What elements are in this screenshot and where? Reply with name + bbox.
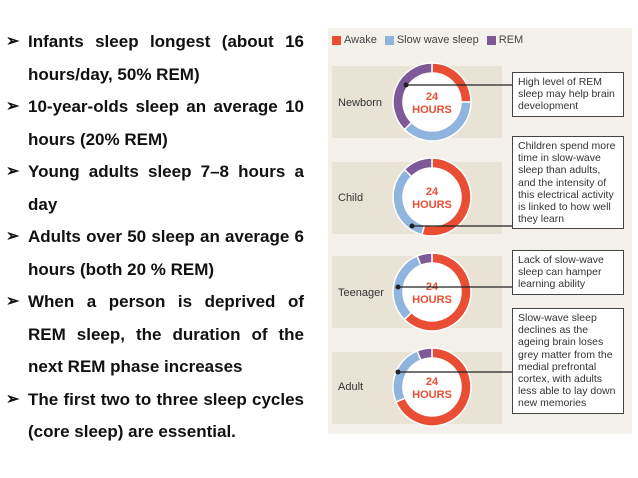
callout-teenager: Lack of slow-wave sleep can hamper learn… [512,250,624,295]
arrow-bullet-icon: ➢ [6,228,20,245]
legend-swatch-awake [332,35,341,45]
callout-child: Children spend more time in slow-wave sl… [512,136,624,230]
donut-center-unit: HOURS [412,199,452,211]
arrow-bullet-icon: ➢ [6,163,20,180]
donut-center-number: 24 [426,186,439,198]
legend-swatch-slow-wave [384,35,394,45]
donut-center-unit: HOURS [412,389,452,401]
donut-center-number: 24 [426,376,439,388]
arrow-bullet-icon: ➢ [6,33,20,50]
legend-item-awake: Awake [332,34,377,46]
bullet-list: ➢ Infants sleep longest (about 16 hours/d… [6,26,304,449]
donut-hole [403,73,461,131]
bullet-item: ➢ The first two to three sleep cycles (co… [6,384,304,449]
row-label-teenager: Teenager [338,287,384,299]
sleep-infographic: Awake Slow wave sleep REM Newborn Child … [328,28,632,434]
arrow-bullet-icon: ➢ [6,293,20,310]
donut-hole [403,263,461,321]
legend-item-rem: REM [486,34,523,46]
bullet-item: ➢ Adults over 50 sleep an average 6 hours… [6,221,304,286]
donut-hole [403,168,461,226]
connector-dot-adult [395,369,401,375]
arrow-bullet-icon: ➢ [6,98,20,115]
callout-newborn: High level of REM sleep may help brain d… [512,72,624,117]
donut-center-number: 24 [426,91,439,103]
legend-swatch-rem [486,35,496,45]
bullet-item: ➢ When a person is deprived of REM sleep,… [6,286,304,384]
bullet-item: ➢ Young adults sleep 7–8 hours a day [6,156,304,221]
connector-dot-teenager [395,284,401,290]
bullet-item: ➢ 10-year-olds sleep an average 10 hours … [6,91,304,156]
arrow-bullet-icon: ➢ [6,390,20,408]
legend: Awake Slow wave sleep REM [328,32,523,48]
callout-adult: Slow-wave sleep declines as the ageing b… [512,308,624,414]
donut-center-unit: HOURS [412,104,452,116]
row-label-newborn: Newborn [338,97,383,109]
connector-dot-newborn [403,82,409,88]
connector-dot-child [409,223,415,229]
row-label-child: Child [338,192,364,204]
row-label-adult: Adult [338,381,364,393]
bullet-item: ➢ Infants sleep longest (about 16 hours/d… [6,26,304,91]
legend-item-slow-wave: Slow wave sleep [384,34,479,46]
donut-center-unit: HOURS [412,294,452,306]
